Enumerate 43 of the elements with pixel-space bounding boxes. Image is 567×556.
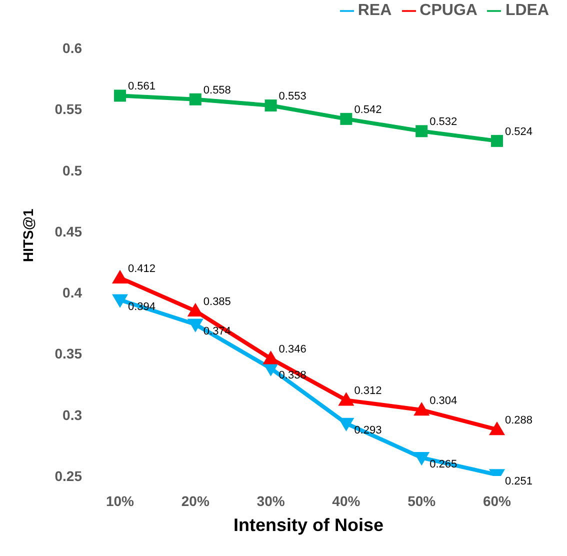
y-tick-label: 0.6 (62, 40, 82, 56)
y-tick-label: 0.55 (54, 101, 82, 118)
data-label: 0.312 (354, 385, 382, 398)
point (264, 99, 277, 112)
point (114, 90, 126, 102)
data-label: 0.561 (128, 80, 156, 93)
data-label: 0.553 (278, 90, 306, 102)
data-label: 0.251 (505, 476, 533, 488)
point (489, 422, 505, 436)
y-tick-label: 0.5 (62, 162, 82, 178)
data-label: 0.542 (354, 104, 382, 116)
y-tick-label: 0.25 (54, 468, 82, 484)
data-label: 0.288 (505, 414, 533, 426)
point (189, 93, 202, 106)
x-axis-title: Intensity of Noise (233, 515, 384, 535)
y-tick-label: 0.45 (54, 223, 82, 240)
point (262, 350, 279, 364)
y-axis-title: HITS@1 (20, 208, 36, 262)
data-label: 0.346 (278, 344, 306, 356)
legend-label: REA (358, 2, 392, 19)
data-label: 0.558 (203, 84, 231, 96)
x-tick-label: 10% (106, 492, 135, 509)
point (414, 402, 430, 416)
x-tick-label: 30% (256, 492, 286, 509)
data-label: 0.524 (505, 126, 533, 138)
y-tick-label: 0.35 (54, 346, 82, 362)
point (416, 125, 428, 138)
x-tick-label: 40% (332, 492, 361, 509)
point (491, 134, 503, 147)
point (340, 112, 352, 125)
y-tick-label: 0.3 (62, 406, 82, 423)
y-tick-label: 0.4 (62, 284, 82, 301)
data-label: 0.304 (430, 394, 458, 407)
point (112, 270, 128, 284)
point (338, 392, 354, 406)
legend-label: LDEA (505, 2, 549, 19)
data-label: 0.385 (203, 296, 231, 308)
legend-label: CPUGA (420, 2, 478, 19)
data-label: 0.532 (430, 116, 458, 128)
x-tick-label: 60% (482, 492, 512, 509)
data-label: 0.412 (128, 262, 156, 275)
x-tick-label: 50% (408, 492, 436, 509)
x-tick-label: 20% (181, 492, 210, 509)
